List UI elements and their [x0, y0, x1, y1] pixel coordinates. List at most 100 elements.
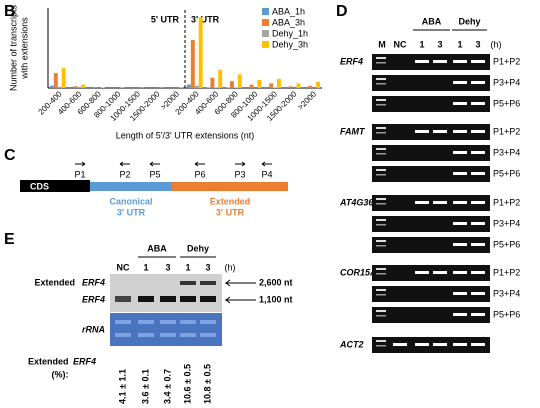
quant-value: 3.4 ± 0.7 [162, 369, 172, 404]
band [453, 243, 467, 246]
ladder [376, 273, 386, 275]
gel [372, 145, 490, 161]
band [433, 343, 447, 346]
band [453, 81, 467, 84]
rrna-band [115, 320, 131, 324]
lane-label: 3 [205, 262, 210, 272]
quant-value: 10.8 ± 0.5 [202, 364, 212, 404]
rrna-band [180, 320, 196, 324]
band [471, 201, 485, 204]
quant-value: 4.1 ± 1.1 [117, 369, 127, 404]
band [453, 292, 467, 295]
gel [372, 124, 490, 140]
bar [296, 83, 301, 88]
bar [269, 83, 274, 88]
gene-label: ERF4 [340, 56, 363, 66]
ladder [376, 153, 386, 155]
band [138, 296, 154, 302]
ladder [376, 268, 386, 270]
bar [210, 77, 215, 88]
bar [57, 86, 62, 88]
band [453, 151, 467, 154]
rrna-band [160, 320, 176, 324]
band [453, 102, 467, 105]
blot [110, 274, 222, 312]
bar [226, 87, 231, 88]
y-axis-label: Number of transcripts [8, 4, 18, 91]
band [433, 271, 447, 274]
bar [249, 84, 254, 88]
panel-label: D [336, 3, 348, 20]
ladder [376, 240, 386, 242]
rrna-band [200, 320, 216, 324]
legend-swatch [262, 41, 269, 48]
band [471, 313, 485, 316]
band [433, 130, 447, 133]
unit: (h) [491, 39, 502, 49]
loading-label: rRNA [82, 324, 105, 334]
band-label: ERF4 [82, 277, 105, 287]
primer-pair: P3+P4 [493, 218, 520, 228]
x-tick-label: >2000 [296, 89, 319, 112]
lane-label: 1 [143, 262, 148, 272]
segment-label: 3' UTR [216, 207, 245, 217]
bar [218, 69, 223, 88]
band [453, 60, 467, 63]
legend-label: ABA_1h [272, 6, 305, 16]
band [415, 201, 429, 204]
rrna-band [160, 333, 176, 337]
primer-pair: P5+P6 [493, 309, 520, 319]
band [453, 201, 467, 204]
band [160, 296, 176, 302]
ladder [376, 289, 386, 291]
ladder [376, 62, 386, 64]
band [471, 60, 485, 63]
band [471, 292, 485, 295]
band [471, 343, 485, 346]
y-axis-label: with extensions [19, 17, 29, 80]
band [453, 130, 467, 133]
lane-label: M [378, 39, 386, 49]
primer-pair: P5+P6 [493, 239, 520, 249]
bar [308, 85, 313, 88]
panel-label: B [4, 3, 16, 20]
gel [372, 337, 490, 353]
band [453, 343, 467, 346]
bar [73, 86, 78, 88]
rrna-band [138, 333, 154, 337]
size-arrow [224, 279, 256, 287]
segment-label: CDS [30, 181, 49, 191]
band [471, 130, 485, 133]
legend-swatch [262, 8, 269, 15]
legend-swatch [262, 30, 269, 37]
ladder [376, 315, 386, 317]
ladder [376, 345, 386, 347]
primer-pair: P1+P2 [493, 197, 520, 207]
legend-swatch [262, 19, 269, 26]
band [453, 313, 467, 316]
ladder [376, 310, 386, 312]
quant-label: Extended [28, 356, 69, 366]
bar [214, 87, 219, 88]
group-label: Dehy [187, 243, 209, 253]
canonical-utr [90, 182, 172, 191]
rrna-band [115, 333, 131, 337]
primer-pair: P5+P6 [493, 98, 520, 108]
ladder [376, 224, 386, 226]
primer-pair: P1+P2 [493, 267, 520, 277]
bar [81, 84, 86, 88]
ladder [376, 198, 386, 200]
ladder [376, 245, 386, 247]
band [471, 271, 485, 274]
ladder [376, 174, 386, 176]
gene-label: ACT2 [339, 339, 364, 349]
cds [20, 180, 90, 192]
bar [49, 85, 54, 88]
band [453, 172, 467, 175]
ladder [376, 127, 386, 129]
segment-label: Canonical [109, 196, 152, 206]
lane-label: 3 [475, 39, 480, 49]
bar [230, 81, 234, 88]
band [453, 271, 467, 274]
